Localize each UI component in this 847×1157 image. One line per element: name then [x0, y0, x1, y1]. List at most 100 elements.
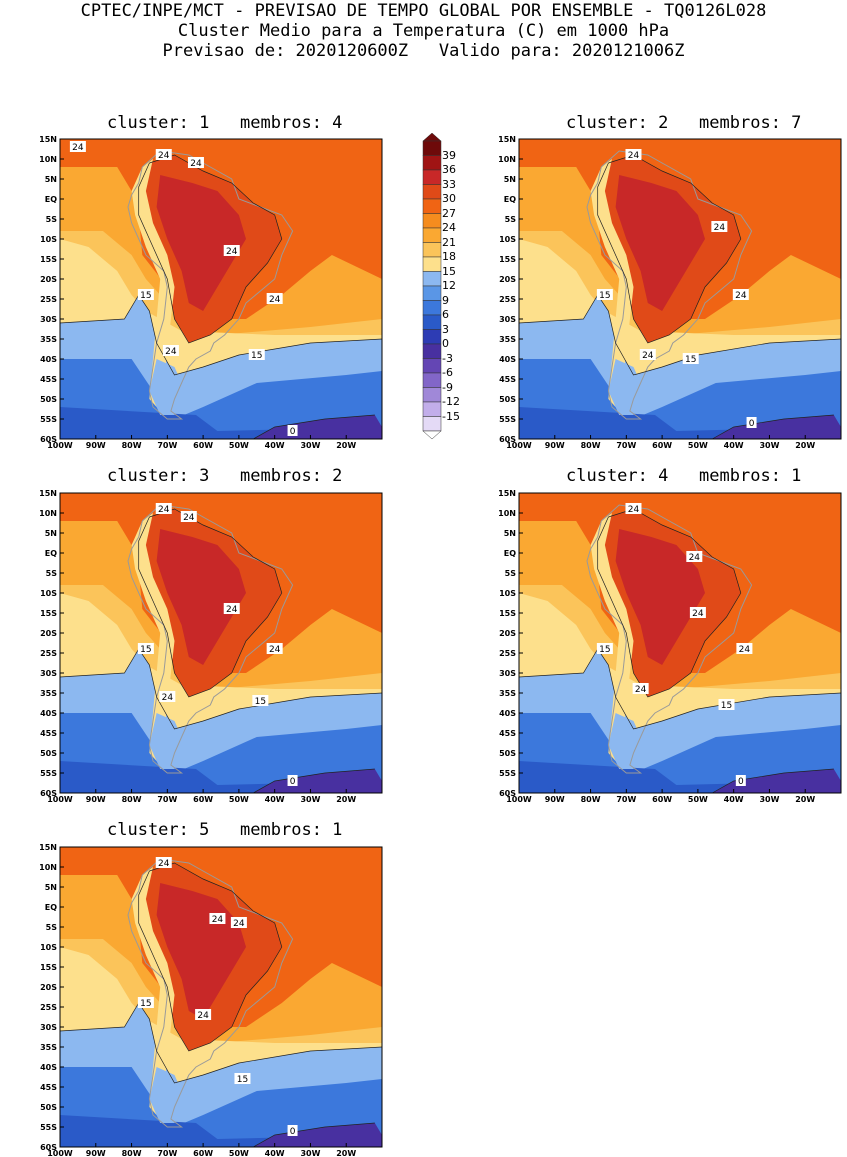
map-panel-3: 15N 10N 5N EQ 5S 10S 15S 20S 25S 30S 35S 40S 45S 50S 5…	[39, 489, 383, 804]
lon-tick-label: 50W	[688, 441, 708, 450]
lat-tick-label: 5N	[504, 529, 516, 538]
contour-label-box	[187, 157, 204, 168]
contour-label: 24	[269, 645, 281, 655]
lon-tick-label: 60W	[193, 441, 213, 450]
land-very-hot-region	[156, 529, 246, 665]
lat-tick-label: 10S	[40, 589, 57, 598]
lat-tick-label: 60S	[499, 435, 516, 444]
lon-tick-label: 20W	[795, 441, 815, 450]
lon-tick-label: 30W	[300, 441, 320, 450]
lat-tick-label: 10N	[498, 155, 516, 164]
lat-tick-label: 35S	[40, 689, 57, 698]
colorbar-label: -6	[442, 366, 453, 379]
contour-label: 24	[212, 915, 224, 925]
map-frame	[518, 138, 842, 440]
map-panel-4: 15N 10N 5N EQ 5S 10S 15S 20S 25S 30S 35S 40S 45S 50S 5…	[498, 489, 842, 804]
lon-tick-label: 20W	[336, 795, 356, 804]
contour-label: 0	[290, 1127, 296, 1137]
contour-label: 24	[628, 151, 640, 161]
panel-title-2: cluster: 2 membros: 7	[566, 113, 802, 133]
contour-line-0	[253, 768, 375, 794]
lon-tick-label: 70W	[616, 441, 636, 450]
colorbar-label: 30	[442, 192, 456, 205]
lon-tick-label: 90W	[86, 441, 106, 450]
lat-tick-label: 55S	[40, 415, 57, 424]
lat-tick-label: 5S	[46, 569, 58, 578]
lat-tick-label: EQ	[45, 549, 57, 558]
lat-tick-label: 35S	[499, 689, 516, 698]
colorbar-label: 27	[442, 206, 456, 220]
lon-tick-label: 50W	[688, 795, 708, 804]
contour-label: 15	[140, 999, 151, 1009]
lon-tick-label: 40W	[724, 441, 744, 450]
lon-tick-label: 90W	[545, 441, 565, 450]
contour-label-box	[711, 221, 728, 232]
lat-tick-label: 25S	[40, 1003, 57, 1012]
map-frame	[518, 492, 842, 794]
lat-tick-label: 10N	[39, 863, 57, 872]
contour-label: 24	[689, 553, 701, 563]
lat-tick-label: 15N	[39, 135, 57, 144]
patagonia-cold	[608, 713, 645, 769]
colorbar-swatch	[422, 401, 442, 417]
contour-label-box	[596, 643, 613, 654]
patagonia-cold	[149, 1067, 186, 1123]
lat-tick-label: 45S	[499, 729, 516, 738]
colorbar-label: 24	[442, 221, 456, 234]
contour-label-box	[248, 349, 265, 360]
map-panel-1: 15N 10N 5N EQ 5S 10S 15S 20S 25S 30S 35S 40S 45S 50S 5…	[39, 135, 383, 450]
lon-tick-label: 60W	[652, 441, 672, 450]
lat-tick-label: 45S	[40, 729, 57, 738]
map-panel-5: 15N 10N 5N EQ 5S 10S 15S 20S 25S 30S 35S 40S 45S 50S 5…	[39, 843, 383, 1157]
contour-label: 24	[233, 919, 245, 929]
contour-label: 15	[685, 355, 696, 365]
lon-tick-label: 70W	[157, 441, 177, 450]
lon-tick-label: 40W	[265, 1149, 285, 1157]
contour-label: 15	[237, 1075, 248, 1085]
colorbar-label: 3	[442, 322, 449, 336]
lat-tick-label: 5N	[504, 175, 516, 184]
contour-label: 24	[226, 605, 238, 615]
patagonia-cold	[608, 359, 645, 415]
contour-label: 24	[183, 513, 195, 523]
lat-tick-label: 55S	[40, 1123, 57, 1132]
lat-tick-label: 5N	[45, 175, 57, 184]
contour-label: 24	[269, 295, 281, 305]
contour-label-box	[159, 691, 176, 702]
lat-tick-label: 20S	[499, 275, 516, 284]
band-sub-zero	[712, 769, 841, 793]
lat-tick-label: 20S	[40, 629, 57, 638]
lat-tick-label: 60S	[499, 789, 516, 798]
lon-tick-label: 100W	[506, 441, 532, 450]
contour-label: 24	[158, 505, 170, 515]
contour-label-box	[266, 643, 283, 654]
lon-tick-label: 80W	[122, 441, 142, 450]
lat-tick-label: 10S	[40, 235, 57, 244]
lat-tick-label: 60S	[40, 789, 57, 798]
contour-line-24	[138, 508, 283, 698]
colorbar-label: -3	[442, 351, 453, 365]
land-very-hot-region	[615, 529, 705, 665]
contour-label-box	[155, 503, 172, 514]
contour-label-box	[252, 695, 269, 706]
lat-tick-label: 40S	[499, 355, 516, 364]
lon-tick-label: 80W	[581, 441, 601, 450]
contour-label-box	[718, 699, 735, 710]
lat-tick-label: 25S	[40, 649, 57, 658]
lat-tick-label: 10N	[39, 155, 57, 164]
lon-tick-label: 90W	[86, 795, 106, 804]
contour-label: 0	[749, 419, 755, 429]
lat-tick-label: 15S	[40, 255, 57, 264]
andes-strip	[590, 513, 634, 761]
lon-tick-label: 50W	[229, 795, 249, 804]
lat-tick-label: 55S	[40, 769, 57, 778]
lon-tick-label: 100W	[506, 795, 532, 804]
panel-title-5: cluster: 5 membros: 1	[107, 820, 343, 840]
contour-label: 15	[140, 645, 151, 655]
lat-tick-label: 55S	[499, 415, 516, 424]
lon-tick-label: 40W	[724, 795, 744, 804]
lon-tick-label: 70W	[157, 1149, 177, 1157]
contour-label: 15	[599, 291, 610, 301]
contour-label: 24	[739, 645, 751, 655]
lat-tick-label: EQ	[504, 549, 516, 558]
